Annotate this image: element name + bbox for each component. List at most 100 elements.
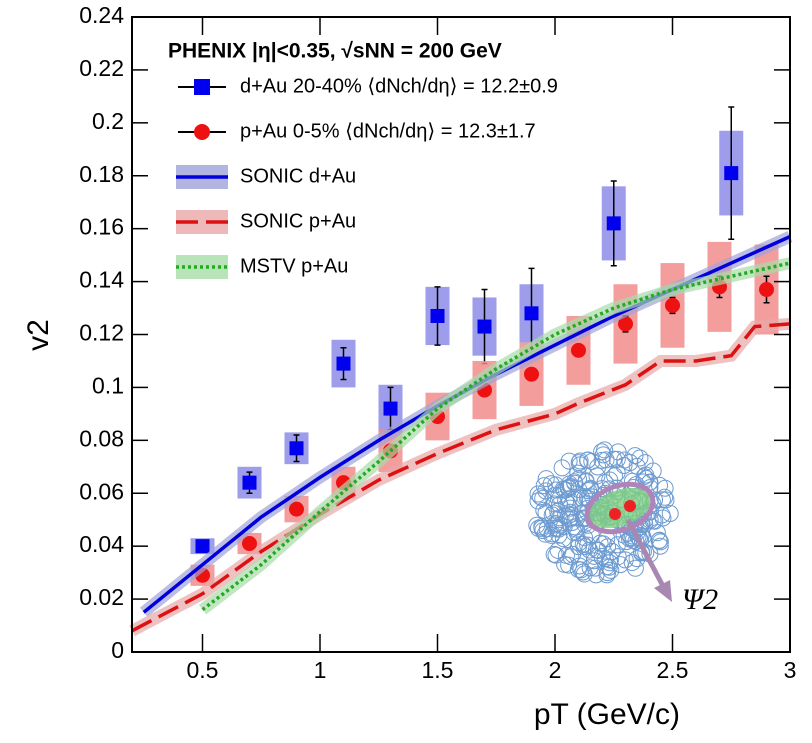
nucleon [537,482,555,500]
nucleon [593,547,611,565]
data-point [195,539,210,554]
inset-label: Ψ2 [682,583,718,616]
data-point [618,316,633,332]
nucleon [545,545,563,563]
y-tick-label: 0.12 [79,320,124,346]
nucleon [562,477,580,495]
inset-illustration [528,441,679,602]
nucleon [629,528,647,546]
nucleon [562,548,580,566]
x-tick-label: 1 [314,657,327,683]
y-tick-label: 0.08 [79,425,124,451]
nucleon [533,518,551,536]
plot-area [129,106,793,637]
nucleon [650,531,668,549]
model-line [201,261,791,612]
y-tick-label: 0.22 [79,55,124,81]
nucleon [570,454,588,472]
legend-label: MSTV p+Au [240,255,348,277]
nucleus [624,500,636,512]
x-tick-label: 0.5 [187,657,219,683]
data-point [477,319,492,334]
nucleon [623,554,641,572]
data-point [724,166,739,181]
nucleon [545,516,563,534]
nucleon [628,550,646,568]
nucleon [616,451,634,469]
nucleon [618,533,636,551]
model-line [142,235,791,614]
nucleon [529,492,547,510]
nucleon [576,538,594,556]
nucleon [546,486,564,504]
legend-label: p+Au 0-5% ⟨dNch/dη⟩ = 12.3±1.7 [240,120,536,142]
y-tick-label: 0.14 [79,267,124,293]
data-point [665,297,680,313]
nucleon [657,491,675,509]
data-point [430,308,445,323]
nucleon [560,452,578,470]
data-point [336,356,351,371]
x-tick-label: 2 [549,657,562,683]
legend-label: SONIC p+Au [240,210,356,232]
plane-arrow [625,518,667,590]
nucleon [529,485,547,503]
y-tick-label: 0.04 [79,531,124,557]
nucleon [611,556,629,574]
nucleon [571,452,589,470]
participant-ring [584,481,656,535]
data-point [571,342,586,358]
nucleon [535,501,553,519]
data-point [383,401,398,416]
data-point [289,501,304,517]
data-point [759,282,774,298]
participant-zone [589,487,651,529]
nucleon [543,526,561,544]
nucleon [551,496,569,514]
x-axis-label: pT (GeV/c) [534,698,680,731]
y-tick-label: 0.1 [92,372,124,398]
nucleon [531,488,549,506]
data-point [242,475,257,490]
nucleon [585,547,603,565]
y-tick-label: 0.2 [92,108,124,134]
legend-marker [194,124,210,140]
nucleon [575,565,593,583]
data-point [524,306,539,321]
y-tick-label: 0.18 [79,161,124,187]
data-point [524,366,539,382]
nucleon [537,470,555,488]
nucleon [547,481,565,499]
nucleon [565,473,583,491]
nucleon [635,468,653,486]
y-tick-label: 0 [111,637,124,663]
legend-label: d+Au 20-40% ⟨dNch/dη⟩ = 12.2±0.9 [240,75,558,97]
nucleon [596,441,614,459]
y-tick-label: 0.16 [79,214,124,240]
nucleon [568,524,586,542]
data-point [606,216,621,231]
nucleon [606,467,624,485]
nucleon [626,447,644,465]
nucleon [661,505,679,523]
nucleon [579,536,597,554]
nucleon [615,456,633,474]
plot-frame [131,16,791,653]
x-tick-label: 1.5 [422,657,454,683]
y-tick-label: 0.02 [79,584,124,610]
y-tick-label: 0.24 [79,2,124,28]
nucleon [656,488,674,506]
nucleon [577,472,595,490]
legend-label: SONIC d+Au [240,165,356,187]
model-band [139,231,793,617]
plane-arrowhead [654,580,672,602]
nucleon [569,560,587,578]
data-point [289,441,304,456]
x-tick-label: 3 [784,657,797,683]
nucleon [608,450,626,468]
nucleon [601,551,619,569]
data-point [242,536,257,552]
nucleon [608,464,626,482]
nucleon [561,499,579,517]
